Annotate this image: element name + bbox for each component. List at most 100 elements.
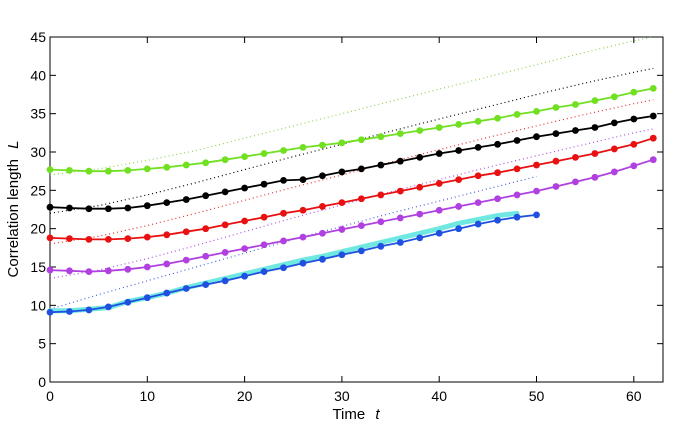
data-point — [552, 157, 560, 165]
data-point — [221, 221, 229, 229]
data-point — [241, 153, 249, 161]
series-10-markers — [46, 211, 540, 316]
data-point — [591, 150, 599, 157]
series-9-markers — [46, 156, 657, 275]
series-5-thick — [47, 210, 520, 314]
data-point — [182, 285, 190, 292]
data-point — [280, 237, 287, 245]
data-point — [143, 233, 151, 241]
series-8-markers — [46, 134, 657, 243]
data-point — [474, 199, 482, 207]
data-point — [591, 97, 599, 105]
data-point — [377, 242, 385, 250]
data-point — [182, 161, 190, 169]
data-point — [124, 235, 132, 243]
data-point — [221, 188, 229, 196]
data-point — [104, 167, 112, 175]
data-point — [357, 165, 365, 173]
data-point — [182, 228, 190, 236]
data-point — [435, 229, 443, 237]
series-4-dotted — [49, 175, 537, 310]
x-tick-label: 40 — [431, 388, 447, 404]
series-7-markers — [46, 112, 657, 213]
data-point — [591, 173, 599, 181]
series-line — [49, 87, 654, 173]
thick-series-line — [47, 210, 520, 314]
data-point — [533, 211, 540, 219]
data-point — [416, 153, 424, 161]
dotted-reference-line — [49, 128, 654, 280]
data-point — [143, 263, 151, 271]
data-point — [572, 101, 579, 108]
data-point — [533, 133, 540, 141]
data-point — [143, 294, 151, 302]
data-point — [649, 84, 657, 92]
data-point — [182, 196, 190, 203]
data-point — [163, 199, 171, 207]
data-point — [182, 256, 190, 264]
data-point — [66, 267, 73, 275]
data-point — [396, 239, 404, 246]
data-point — [299, 144, 307, 151]
data-point — [46, 166, 54, 174]
data-point — [260, 213, 268, 221]
data-point — [66, 204, 73, 212]
data-point — [396, 187, 404, 195]
data-point — [649, 156, 657, 164]
data-point — [533, 107, 540, 115]
data-point — [533, 187, 540, 195]
data-point — [46, 234, 54, 242]
data-point — [124, 204, 132, 212]
data-point — [202, 281, 210, 289]
data-point — [319, 172, 326, 180]
data-point — [299, 176, 307, 184]
data-point — [630, 115, 638, 123]
data-point — [513, 191, 521, 199]
data-point — [104, 236, 112, 243]
data-point — [630, 140, 638, 148]
data-point — [143, 165, 151, 173]
x-tick-label: 0 — [46, 388, 54, 404]
data-point — [416, 183, 424, 191]
data-point — [143, 202, 151, 210]
data-point — [85, 268, 93, 275]
data-point — [533, 161, 540, 169]
data-point — [241, 217, 249, 225]
data-point — [85, 167, 93, 175]
data-point — [163, 231, 171, 239]
data-point — [46, 203, 54, 211]
data-point — [221, 277, 229, 285]
data-point — [494, 114, 501, 122]
y-tick-label: 20 — [30, 221, 46, 237]
data-point — [260, 268, 268, 275]
data-point — [163, 163, 171, 171]
data-point — [163, 289, 171, 297]
x-axis-label-var: t — [375, 406, 380, 423]
data-point — [66, 235, 73, 243]
data-point — [630, 162, 638, 170]
data-point — [85, 236, 93, 243]
data-point — [396, 130, 404, 138]
data-point — [299, 259, 307, 267]
data-point — [280, 264, 287, 272]
data-point — [221, 249, 229, 256]
data-point — [396, 214, 404, 222]
plot-frame — [49, 36, 664, 383]
data-point — [124, 298, 132, 306]
data-point — [338, 251, 346, 259]
data-point — [299, 233, 307, 241]
x-axis-label-text: Time — [332, 406, 365, 423]
data-point — [435, 124, 443, 131]
data-point — [124, 265, 132, 273]
series-3-dotted — [49, 128, 654, 280]
data-point — [202, 252, 210, 260]
y-axis-label-var: L — [5, 141, 22, 149]
series-layer — [46, 36, 657, 316]
data-point — [202, 159, 210, 167]
data-point — [435, 180, 443, 187]
x-tick-label: 30 — [334, 388, 350, 404]
data-point — [66, 167, 73, 174]
y-tick-label: 35 — [30, 106, 46, 122]
data-point — [66, 308, 73, 315]
series-line — [49, 115, 654, 210]
